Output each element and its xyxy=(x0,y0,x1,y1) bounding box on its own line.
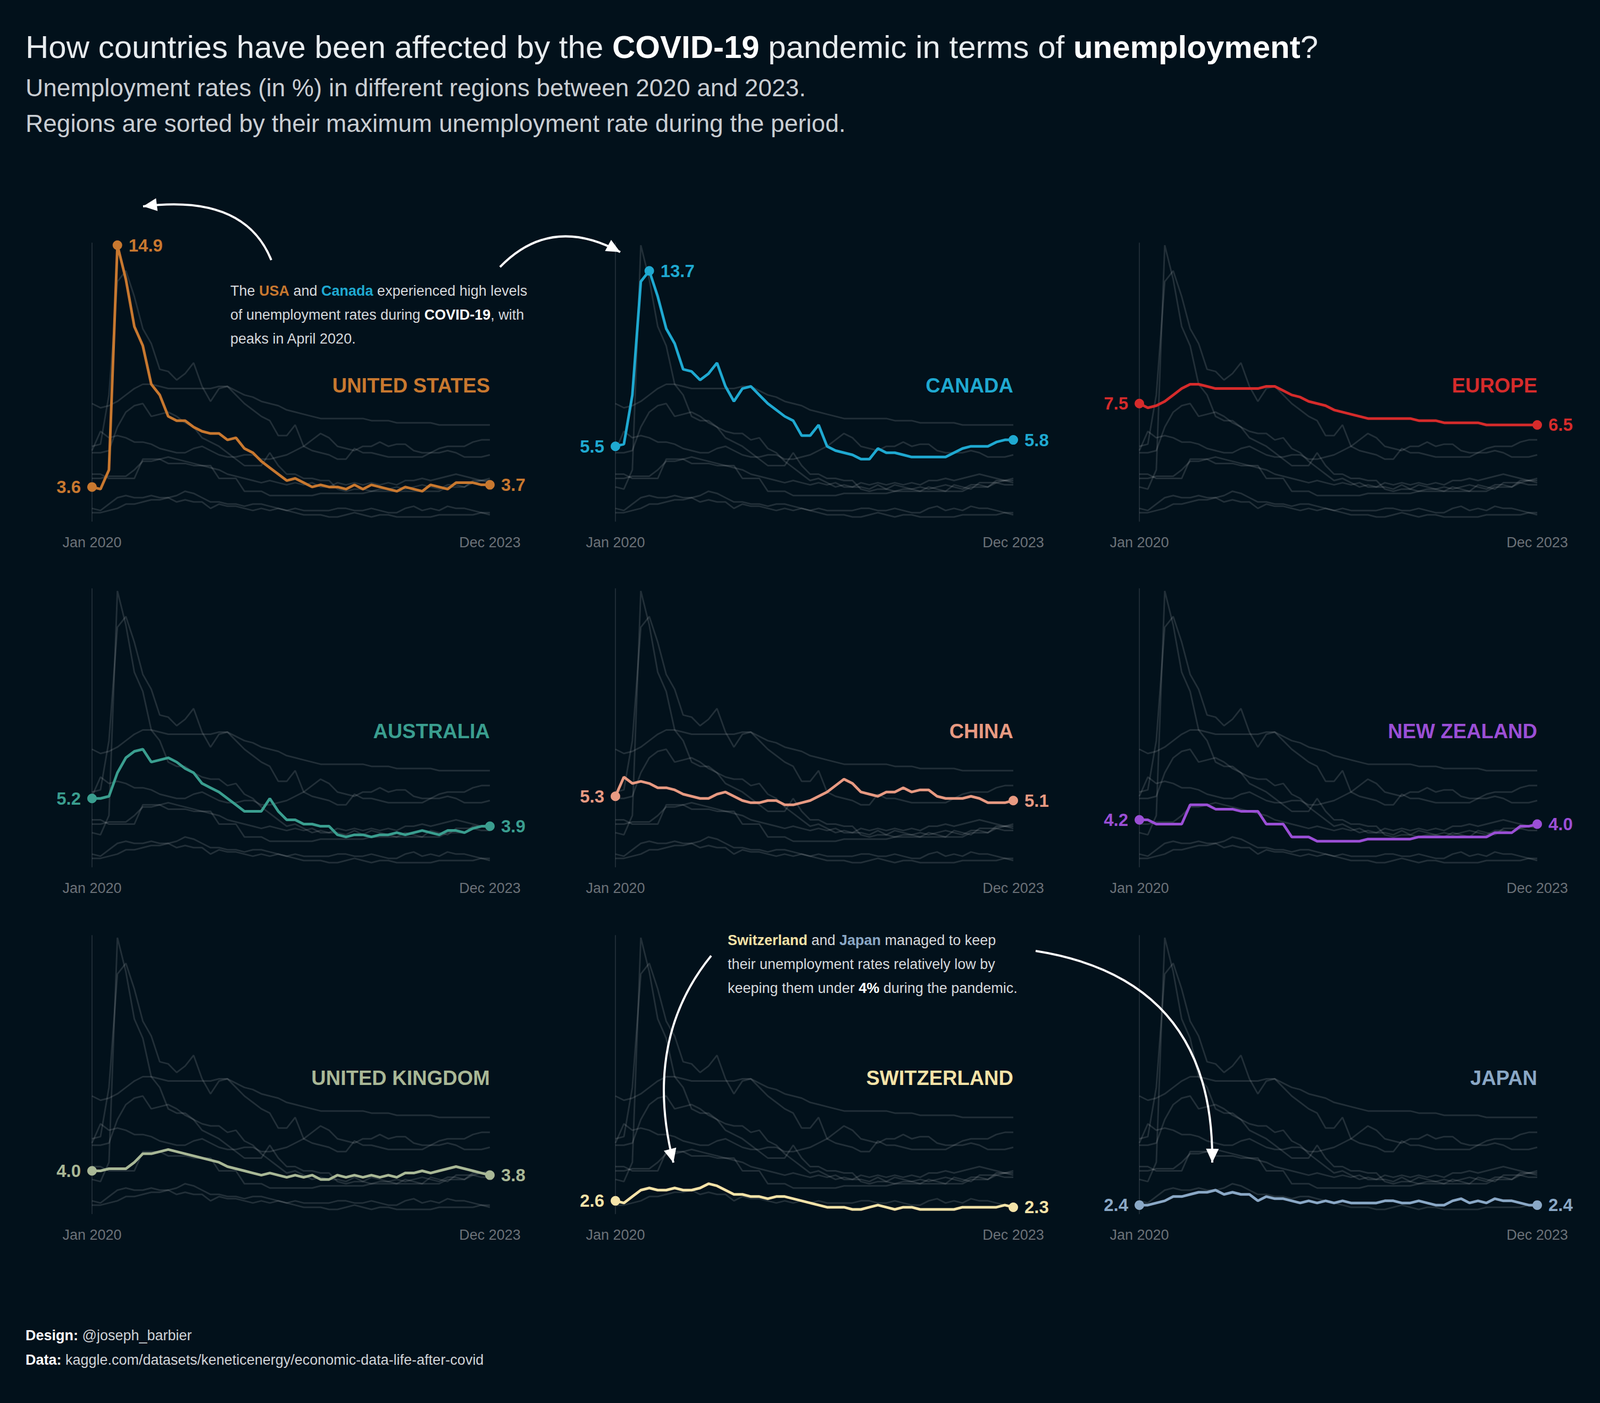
svg-text:Unemployment rates (in %) in d: Unemployment rates (in %) in different r… xyxy=(25,73,806,102)
svg-text:3.8: 3.8 xyxy=(501,1165,526,1186)
svg-text:?: ? xyxy=(1300,29,1319,65)
svg-text:EUROPE: EUROPE xyxy=(1452,374,1538,397)
svg-text:Switzerland: Switzerland xyxy=(727,932,808,949)
svg-text:CHINA: CHINA xyxy=(949,720,1014,743)
svg-text:of unemployment rates during: of unemployment rates during xyxy=(230,306,425,323)
svg-text:Canada: Canada xyxy=(321,282,374,299)
svg-text:4.0: 4.0 xyxy=(1548,814,1573,835)
svg-text:Japan: Japan xyxy=(839,932,881,949)
svg-text:Dec 2023: Dec 2023 xyxy=(1506,880,1569,897)
svg-text:3.6: 3.6 xyxy=(56,477,81,497)
svg-text:5.3: 5.3 xyxy=(579,786,605,807)
svg-text:COVID-19: COVID-19 xyxy=(424,306,491,323)
svg-text:and: and xyxy=(289,282,322,299)
svg-text:Jan 2020: Jan 2020 xyxy=(1109,1227,1169,1244)
svg-text:Jan 2020: Jan 2020 xyxy=(1109,534,1169,551)
svg-text:13.7: 13.7 xyxy=(660,261,695,281)
svg-text:5.8: 5.8 xyxy=(1024,430,1049,450)
svg-text:3.7: 3.7 xyxy=(501,475,526,495)
svg-text:Dec 2023: Dec 2023 xyxy=(459,880,521,897)
svg-text:Jan 2020: Jan 2020 xyxy=(585,1227,645,1244)
svg-text:5.2: 5.2 xyxy=(56,788,81,809)
svg-text:unemployment: unemployment xyxy=(1073,29,1301,65)
svg-text:7.5: 7.5 xyxy=(1103,393,1129,414)
svg-text:and: and xyxy=(807,932,840,949)
svg-text:4.2: 4.2 xyxy=(1103,810,1129,830)
svg-text:peaks in April 2020.: peaks in April 2020. xyxy=(230,330,356,347)
svg-text:pandemic in terms of: pandemic in terms of xyxy=(759,29,1074,65)
svg-text:Design:: Design: xyxy=(25,1327,79,1344)
svg-text:managed to keep: managed to keep xyxy=(880,932,996,949)
svg-text:2.4: 2.4 xyxy=(1103,1195,1129,1215)
svg-text:CANADA: CANADA xyxy=(925,374,1014,397)
svg-text:NEW ZEALAND: NEW ZEALAND xyxy=(1387,720,1538,743)
svg-text:2.6: 2.6 xyxy=(579,1190,605,1211)
svg-text:Dec 2023: Dec 2023 xyxy=(982,880,1045,897)
svg-text:Jan 2020: Jan 2020 xyxy=(62,1227,122,1244)
svg-text:@joseph_barbier: @joseph_barbier xyxy=(78,1327,193,1344)
svg-text:6.5: 6.5 xyxy=(1548,414,1573,435)
svg-text:Jan 2020: Jan 2020 xyxy=(1109,880,1169,897)
svg-text:COVID-19: COVID-19 xyxy=(612,29,760,65)
svg-text:UNITED STATES: UNITED STATES xyxy=(332,374,490,397)
svg-text:Jan 2020: Jan 2020 xyxy=(585,534,645,551)
svg-text:keeping them under: keeping them under xyxy=(727,980,859,997)
svg-text:USA: USA xyxy=(259,282,290,299)
svg-text:14.9: 14.9 xyxy=(128,235,163,256)
svg-text:JAPAN: JAPAN xyxy=(1470,1067,1538,1090)
svg-text:How countries have been affect: How countries have been affected by the xyxy=(25,29,613,65)
svg-text:4.0: 4.0 xyxy=(56,1161,81,1181)
svg-text:Jan 2020: Jan 2020 xyxy=(62,534,122,551)
svg-text:kaggle.com/datasets/keneticene: kaggle.com/datasets/keneticenergy/econom… xyxy=(61,1352,485,1369)
svg-text:3.9: 3.9 xyxy=(501,816,526,837)
svg-text:5.1: 5.1 xyxy=(1024,790,1049,811)
svg-text:Dec 2023: Dec 2023 xyxy=(459,534,521,551)
svg-text:, with: , with xyxy=(490,306,524,323)
svg-text:experienced high levels: experienced high levels xyxy=(373,282,528,299)
svg-text:Jan 2020: Jan 2020 xyxy=(62,880,122,897)
svg-text:Data:: Data: xyxy=(25,1352,62,1369)
svg-text:The: The xyxy=(230,282,260,299)
svg-text:5.5: 5.5 xyxy=(579,436,605,457)
svg-text:during the pandemic.: during the pandemic. xyxy=(879,980,1018,997)
svg-text:Dec 2023: Dec 2023 xyxy=(1506,1227,1569,1244)
svg-text:Dec 2023: Dec 2023 xyxy=(1506,534,1569,551)
svg-text:SWITZERLAND: SWITZERLAND xyxy=(865,1067,1014,1090)
svg-text:Dec 2023: Dec 2023 xyxy=(982,534,1045,551)
svg-text:UNITED KINGDOM: UNITED KINGDOM xyxy=(311,1067,490,1090)
svg-text:2.4: 2.4 xyxy=(1548,1195,1574,1215)
svg-text:Dec 2023: Dec 2023 xyxy=(982,1227,1045,1244)
svg-text:their unemployment rates relat: their unemployment rates relatively low … xyxy=(727,956,996,973)
svg-text:AUSTRALIA: AUSTRALIA xyxy=(372,720,490,743)
svg-text:Regions are sorted by their ma: Regions are sorted by their maximum unem… xyxy=(25,109,846,138)
svg-text:2.3: 2.3 xyxy=(1024,1197,1049,1218)
svg-text:Jan 2020: Jan 2020 xyxy=(585,880,645,897)
svg-text:4%: 4% xyxy=(858,980,880,997)
svg-text:Dec 2023: Dec 2023 xyxy=(459,1227,521,1244)
